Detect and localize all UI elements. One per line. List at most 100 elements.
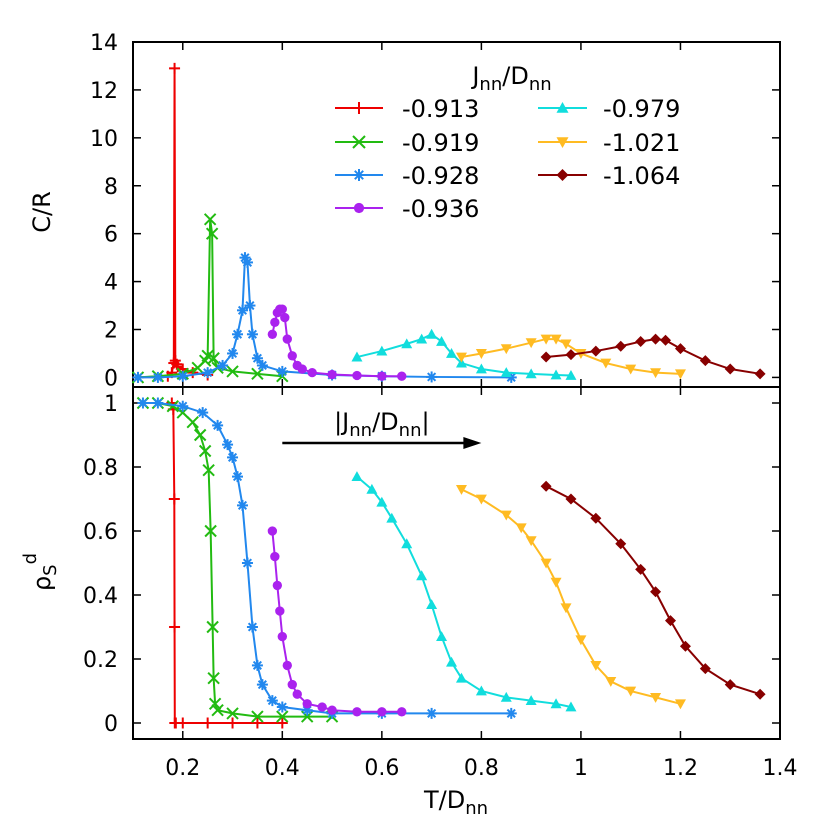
- top-panel-series: [131, 62, 766, 384]
- data-point: [166, 399, 180, 413]
- series-line: [461, 338, 681, 375]
- data-point: [275, 606, 285, 616]
- data-point: [227, 451, 239, 463]
- data-point: [211, 703, 224, 717]
- data-point: [754, 688, 766, 700]
- data-point: [236, 499, 248, 511]
- data-point: [152, 371, 164, 383]
- data-point: [600, 358, 612, 369]
- data-point: [605, 677, 617, 687]
- data-point: [650, 693, 662, 703]
- data-point: [280, 312, 290, 323]
- data-point: [277, 631, 287, 642]
- data-point: [500, 367, 512, 378]
- legend-label: -0.913: [402, 95, 479, 123]
- data-point: [475, 363, 487, 374]
- data-point: [699, 663, 711, 675]
- data-point: [426, 371, 438, 383]
- series-line: [170, 402, 283, 724]
- data-point: [236, 304, 248, 316]
- data-point: [615, 340, 627, 352]
- data-point: [540, 558, 552, 569]
- data-point: [168, 493, 180, 505]
- legend-entry--0.913: -0.913: [335, 95, 479, 123]
- y-tick-label: 0.4: [83, 584, 118, 609]
- data-point: [475, 349, 487, 359]
- series-line: [137, 253, 512, 379]
- series--1.021: [455, 334, 686, 380]
- data-point: [590, 661, 602, 671]
- x-tick-label: 1.4: [763, 756, 798, 781]
- data-point: [292, 689, 302, 699]
- data-point: [317, 702, 327, 712]
- series--0.928: [137, 397, 517, 719]
- x-tick-label: 1: [574, 756, 588, 781]
- data-point: [202, 463, 215, 477]
- data-point: [302, 699, 312, 709]
- data-point: [615, 538, 627, 550]
- data-point: [204, 524, 217, 538]
- data-point: [297, 364, 307, 374]
- data-point: [169, 621, 181, 633]
- data-point: [207, 352, 220, 365]
- bottom-panel-series: [136, 396, 766, 729]
- data-point: [475, 494, 487, 505]
- legend-marker: [556, 102, 569, 113]
- legend-entry--1.064: -1.064: [538, 162, 680, 190]
- data-point: [226, 707, 239, 720]
- data-point: [500, 344, 512, 355]
- data-point: [251, 367, 264, 381]
- data-point: [207, 671, 220, 685]
- y-tick-label: 6: [104, 223, 118, 248]
- data-point: [241, 557, 253, 569]
- series--1.064: [540, 480, 766, 700]
- data-point: [205, 227, 219, 240]
- data-point: [276, 701, 288, 713]
- data-point: [327, 705, 337, 715]
- data-point: [665, 615, 677, 627]
- data-point: [540, 334, 552, 345]
- data-point: [436, 335, 448, 346]
- data-point: [232, 328, 244, 340]
- legend-label: -1.064: [603, 162, 680, 190]
- data-point: [177, 400, 189, 412]
- data-point: [525, 695, 537, 705]
- data-point: [397, 371, 407, 381]
- data-point: [232, 471, 244, 483]
- data-point: [500, 510, 512, 521]
- data-point: [366, 483, 378, 494]
- data-point: [270, 317, 280, 327]
- data-point: [540, 480, 552, 492]
- y-tick-label: 0: [104, 712, 118, 737]
- data-point: [177, 717, 189, 729]
- data-point: [272, 580, 283, 591]
- y-tick-label: 0: [104, 366, 118, 391]
- data-point: [276, 365, 288, 377]
- data-point: [287, 351, 297, 361]
- data-point: [193, 428, 207, 442]
- x-tick-label: 0.2: [165, 756, 200, 781]
- legend: -0.913 -0.919 -0.928 -0.936 -0.979 -1.021 -1.0…: [335, 95, 680, 223]
- data-point: [282, 334, 292, 344]
- data-point: [217, 359, 229, 371]
- data-point: [724, 679, 736, 691]
- data-point: [446, 656, 458, 667]
- data-point: [202, 367, 214, 379]
- series--0.913: [132, 62, 214, 383]
- series--1.021: [455, 485, 686, 710]
- bottom-y-axis-title: ρSd: [20, 553, 61, 591]
- data-point: [208, 697, 222, 711]
- data-point: [276, 717, 288, 729]
- data-point: [590, 345, 602, 357]
- legend-marker: [556, 137, 569, 148]
- y-tick-label: 2: [104, 319, 118, 344]
- data-point: [550, 369, 562, 380]
- bottom-panel-frame: [132, 386, 781, 740]
- y-tick-label: 4: [104, 271, 118, 296]
- data-point: [266, 695, 278, 707]
- data-point: [177, 370, 189, 382]
- data-point: [565, 349, 577, 361]
- legend-marker: [353, 102, 365, 114]
- data-point: [650, 586, 662, 598]
